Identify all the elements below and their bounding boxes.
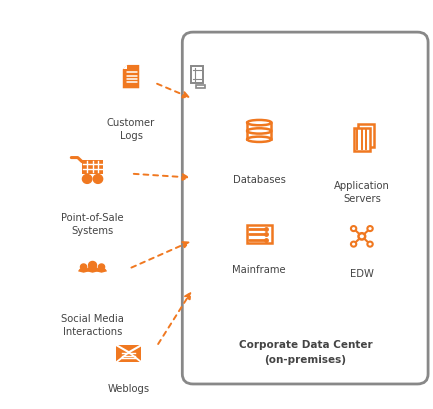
Polygon shape [82, 160, 103, 174]
Text: EDW: EDW [350, 268, 374, 278]
Wedge shape [78, 268, 89, 273]
Circle shape [93, 175, 103, 184]
Circle shape [351, 227, 356, 231]
FancyBboxPatch shape [191, 67, 203, 84]
Ellipse shape [247, 137, 271, 143]
Circle shape [82, 175, 92, 184]
Circle shape [351, 242, 356, 247]
Text: Mainframe: Mainframe [233, 264, 286, 274]
FancyBboxPatch shape [354, 128, 370, 152]
Text: Weblogs: Weblogs [108, 383, 150, 393]
Circle shape [359, 234, 365, 240]
Circle shape [89, 262, 97, 269]
Text: Corporate Data Center: Corporate Data Center [239, 339, 372, 349]
Circle shape [98, 264, 105, 270]
Text: Social Media
Interactions: Social Media Interactions [61, 313, 124, 336]
Polygon shape [123, 66, 127, 70]
FancyBboxPatch shape [358, 125, 374, 148]
Text: Application
Servers: Application Servers [334, 180, 390, 203]
FancyBboxPatch shape [182, 33, 428, 384]
Ellipse shape [247, 121, 271, 126]
FancyBboxPatch shape [247, 226, 272, 244]
Text: Point-of-Sale
Systems: Point-of-Sale Systems [61, 213, 124, 235]
Ellipse shape [247, 129, 271, 134]
Circle shape [367, 227, 373, 231]
Wedge shape [86, 266, 100, 273]
Text: (on-premises): (on-premises) [265, 354, 346, 364]
Circle shape [81, 264, 87, 270]
FancyBboxPatch shape [197, 86, 205, 89]
Wedge shape [96, 268, 107, 273]
Circle shape [367, 242, 373, 247]
Text: Customer
Logs: Customer Logs [107, 118, 155, 141]
Polygon shape [116, 345, 141, 362]
Polygon shape [123, 66, 139, 89]
Text: Databases: Databases [233, 174, 286, 184]
